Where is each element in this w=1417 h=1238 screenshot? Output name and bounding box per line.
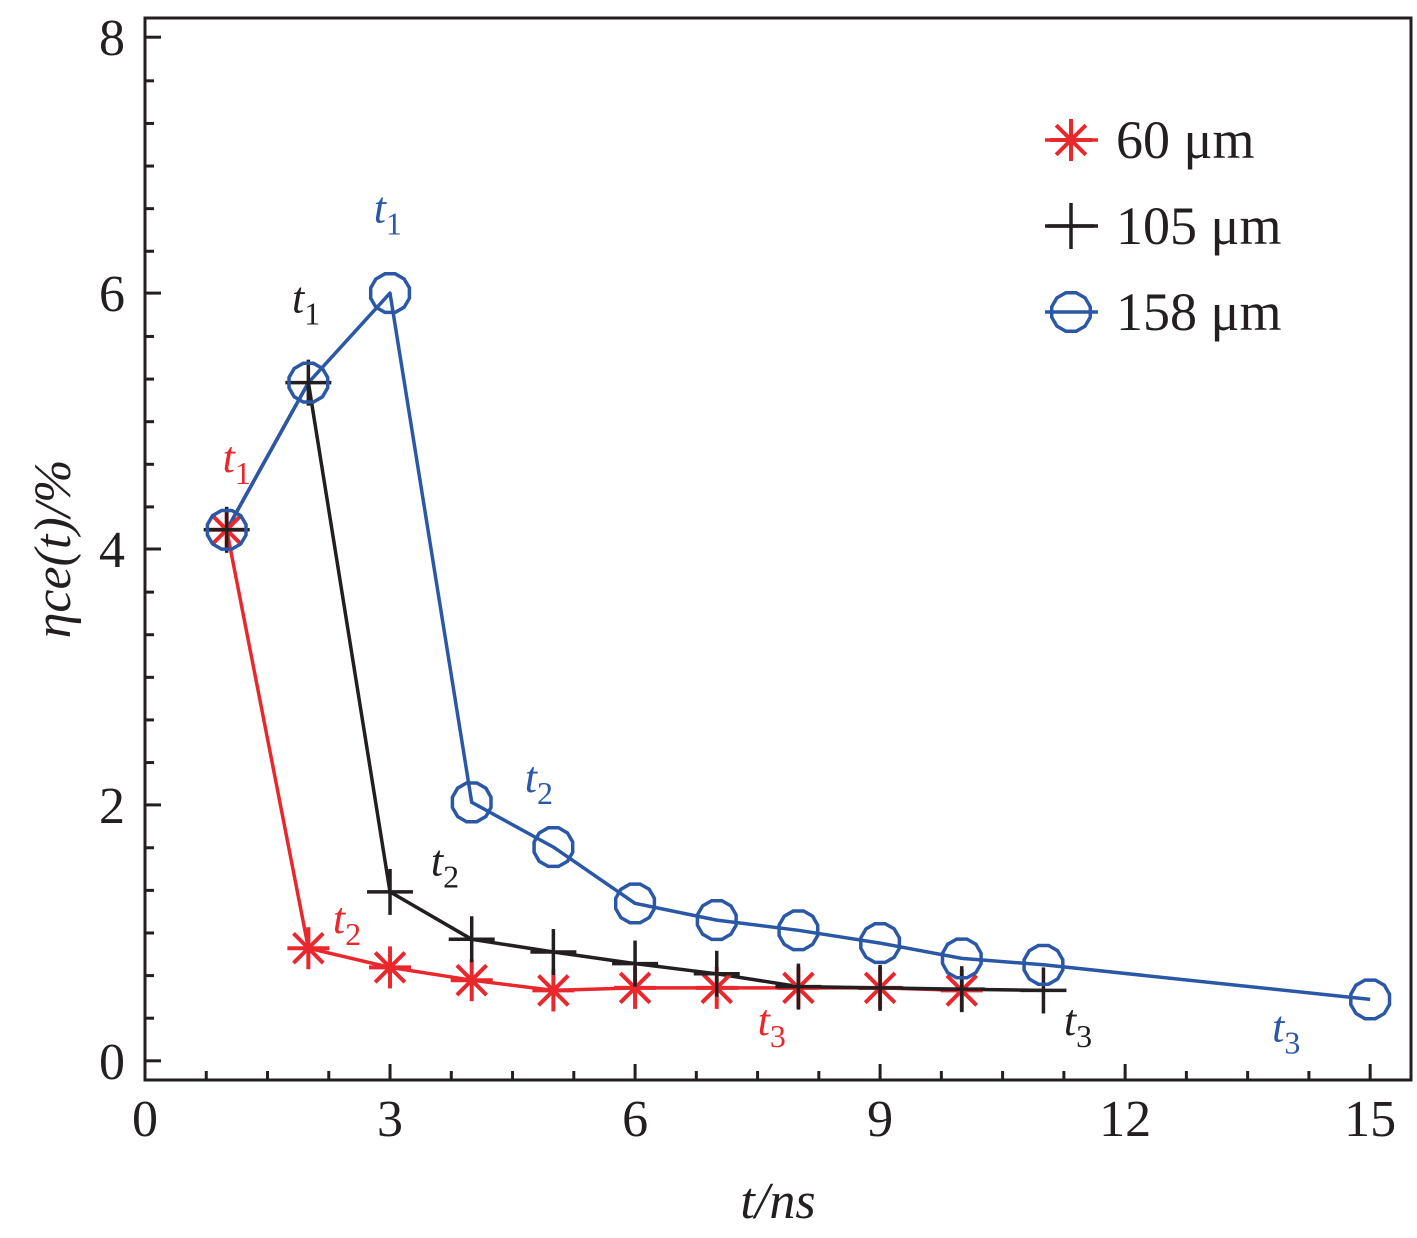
legend-marker [1048,203,1094,249]
data-point [450,959,493,1002]
data-point [532,969,575,1012]
point-annotation: t2 [333,894,361,952]
series-markers [203,272,1392,1021]
legend-label: 105 μm [1116,196,1281,256]
legend-label: 60 μm [1116,110,1254,170]
x-tick-label: 15 [1344,1091,1396,1148]
data-point [203,506,250,553]
data-point [287,927,330,970]
legend-item: 158 μm [1045,282,1281,342]
data-point [613,882,657,925]
data-point [369,946,412,989]
data-point [448,916,495,963]
x-tick-label: 0 [132,1091,158,1148]
data-point [859,922,902,965]
y-axis-label: ηce(t)/% [25,460,82,639]
x-axis-label: t/ns [740,1173,815,1230]
legend-item: 105 μm [1045,196,1281,256]
y-tick-label: 6 [99,266,125,323]
data-point [1022,943,1065,986]
legend-item: 60 μm [1045,110,1254,170]
data-point [1349,978,1392,1021]
x-tick-label: 6 [622,1091,648,1148]
data-point [1020,967,1067,1014]
point-annotation: t2 [431,836,459,894]
data-point [695,898,738,942]
legend-marker [1049,290,1093,334]
data-point [938,966,985,1013]
x-tick-label: 3 [377,1091,403,1148]
svg-text:ηce(t)/%: ηce(t)/% [25,460,82,639]
data-point [530,929,577,976]
data-point [693,950,740,997]
point-annotation: t3 [758,996,786,1054]
legend-label: 158 μm [1116,282,1281,342]
point-annotation: t3 [1064,996,1092,1054]
y-tick-label: 8 [99,10,125,67]
data-point [614,966,657,1009]
x-tick-label: 9 [867,1091,893,1148]
point-annotation: t1 [374,184,402,242]
data-point [777,909,820,952]
legend: 60 μm 105 μm 158 μm [1045,110,1281,342]
y-tick-label: 0 [99,1034,125,1091]
axis-ticks: 0 3 6 9 12 15 0 2 4 6 8 [99,10,1396,1148]
y-tick-label: 2 [99,778,125,835]
data-point [532,826,575,869]
data-point [857,964,904,1011]
point-annotation: t1 [292,273,320,331]
point-annotation: t2 [525,753,553,811]
data-point [775,963,822,1010]
data-point [612,940,659,987]
point-annotation: t1 [223,433,251,491]
data-point [287,361,330,404]
y-tick-label: 4 [99,522,125,579]
legend-marker [1050,119,1092,161]
series-line-1 [225,380,1044,993]
data-point [205,508,248,551]
point-annotation: t3 [1272,1003,1300,1061]
data-point [940,937,983,980]
x-tick-label: 12 [1099,1091,1151,1148]
data-point [285,359,332,406]
data-point [368,272,412,315]
data-point [367,868,414,915]
data-point [450,781,493,824]
